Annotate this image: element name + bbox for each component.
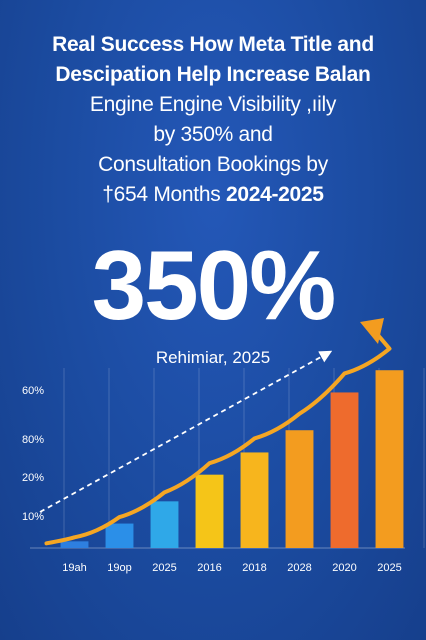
x-tick-label: 2028 xyxy=(287,562,311,574)
y-tick-label: 10% xyxy=(22,511,44,523)
title-line-3: Engine Engine Visibility ,ıily xyxy=(89,93,337,116)
bar xyxy=(240,452,269,548)
x-tick-label: 2025 xyxy=(377,562,401,574)
y-tick-label: 60% xyxy=(22,385,44,397)
headline-percentage: 350% xyxy=(91,230,337,340)
bar xyxy=(375,370,404,548)
x-tick-label: 2018 xyxy=(242,562,266,574)
title-line-6-prefix: †654 Months xyxy=(102,183,226,206)
title-line-5: Consultation Bookings by xyxy=(98,153,328,176)
x-tick-label: 2020 xyxy=(332,562,356,574)
x-tick-label: 19op xyxy=(107,562,131,574)
y-tick-label: 80% xyxy=(22,434,44,446)
x-tick-label: 2016 xyxy=(197,562,221,574)
trend-line xyxy=(44,326,392,546)
x-tick-label: 19ah xyxy=(62,562,86,574)
dashed-trend-arrow xyxy=(39,350,333,513)
title-line-4: by 350% and xyxy=(153,123,273,146)
trend-arrow-head xyxy=(360,318,384,344)
x-tick-label: 2025 xyxy=(152,562,176,574)
title-line-6-years: 2024-2025 xyxy=(225,183,324,206)
bar xyxy=(150,501,179,548)
bar xyxy=(285,430,314,548)
chart-subtitle: Rehimiar, 2025 xyxy=(155,348,271,367)
bar xyxy=(330,392,359,548)
chart-title: Real Success How Meta Title and Descipat… xyxy=(0,30,426,210)
y-tick-label: 20% xyxy=(22,472,44,484)
title-line-6: †654 Months 2024-2025 xyxy=(0,180,426,210)
title-line-2: Descipation Help Increase Balan xyxy=(55,63,371,86)
bar xyxy=(105,523,134,548)
title-line-1: Real Success How Meta Title and xyxy=(52,33,374,56)
bar xyxy=(60,541,89,548)
bar xyxy=(195,474,224,548)
